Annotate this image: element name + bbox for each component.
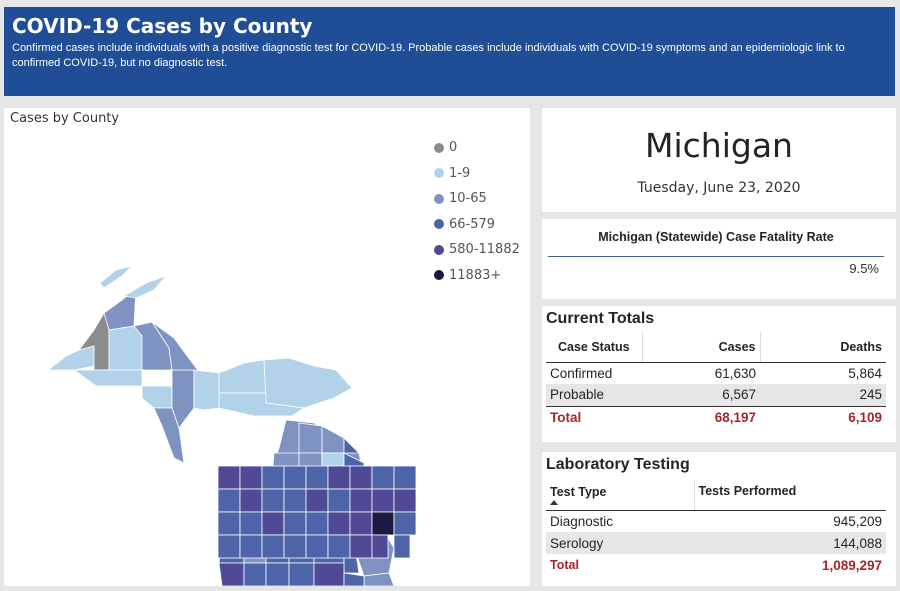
cell-deaths: 245 — [760, 384, 886, 406]
county-houghton — [103, 287, 137, 331]
legend-dot — [434, 168, 444, 179]
legend-dot — [434, 142, 444, 153]
cell-tests-performed: 144,088 — [694, 532, 886, 554]
page-title: COVID-19 Cases by County — [12, 14, 313, 38]
legend-item-2[interactable]: 10-65 — [434, 186, 520, 212]
legend-label: 0 — [449, 140, 458, 156]
table-row: Probable 6,567 245 — [546, 384, 886, 406]
column-header-cases[interactable]: Cases — [641, 332, 760, 363]
table-header-row: Case Status Cases Deaths — [546, 332, 886, 363]
state-name: Michigan — [645, 126, 793, 165]
legend-item-3[interactable]: 66-579 — [434, 212, 520, 238]
cell-test-type: Serology — [546, 532, 694, 554]
legend-item-5[interactable]: 11883+ — [434, 263, 520, 289]
county-presque-isle — [343, 437, 360, 454]
laboratory-testing-panel: Laboratory Testing Test Type Tests Perfo… — [542, 452, 896, 586]
map-panel: Cases by County — [4, 108, 530, 586]
cell-status: Probable — [546, 384, 642, 406]
legend-label: 66-579 — [449, 216, 496, 232]
current-totals-title: Current Totals — [546, 310, 655, 327]
fatality-rate-value: 9.5% — [849, 261, 879, 276]
fatality-rate-title: Michigan (Statewide) Case Fatality Rate — [598, 230, 834, 244]
table-total-row: Total 68,197 6,109 — [546, 405, 886, 428]
cell-cases: 61,630 — [714, 365, 756, 381]
legend-label: 10-65 — [449, 191, 487, 207]
column-header-case-status[interactable]: Case Status — [546, 332, 642, 363]
table-header-row: Test Type Tests Performed — [546, 480, 886, 511]
table-row: Serology 144,088 — [546, 532, 886, 554]
current-totals-panel: Current Totals Case Status Cases Deaths … — [542, 306, 896, 442]
cell-status: Total — [546, 405, 642, 428]
legend-label: 1-9 — [449, 165, 471, 181]
fatality-rate-card: Michigan (Statewide) Case Fatality Rate … — [542, 219, 896, 299]
county-montcalm — [243, 562, 267, 586]
cell-deaths: 5,864 — [848, 365, 882, 381]
sort-ascending-icon[interactable] — [550, 499, 558, 505]
column-header-deaths[interactable]: Deaths — [759, 332, 886, 363]
legend-label: 11883+ — [449, 267, 502, 283]
county-keweenaw-isle — [99, 265, 134, 289]
column-header-test-type[interactable]: Test Type — [546, 480, 694, 511]
totals-table: Case Status Cases Deaths Confirmed 61,63… — [546, 332, 886, 428]
cell-tests-performed: 945,209 — [833, 513, 882, 529]
divider — [548, 256, 884, 257]
legend-item-0[interactable]: 0 — [434, 135, 520, 161]
table-row: Diagnostic 945,209 — [546, 510, 886, 532]
lab-table: Test Type Tests Performed Diagnostic 945… — [546, 480, 886, 576]
cell-deaths: 6,109 — [760, 405, 886, 428]
laboratory-testing-title: Laboratory Testing — [546, 456, 690, 473]
legend-dot — [434, 193, 444, 204]
county-saginaw — [288, 562, 315, 586]
legend-label: 580-11882 — [449, 242, 520, 258]
legend-dot — [434, 244, 444, 255]
cell-test-type: Total — [550, 558, 579, 572]
map-title: Cases by County — [10, 111, 120, 126]
county-lapeer — [343, 572, 365, 586]
report-date: Tuesday, June 23, 2020 — [637, 180, 801, 196]
cell-test-type: Diagnostic — [550, 513, 614, 529]
table-row: Confirmed 61,630 5,864 — [546, 362, 886, 384]
table-total-row: Total 1,089,297 — [546, 554, 886, 576]
state-card: Michigan Tuesday, June 23, 2020 — [542, 108, 896, 212]
legend-dot — [434, 219, 444, 230]
page-subtitle: Confirmed cases include individuals with… — [12, 42, 845, 69]
legend-dot — [434, 270, 444, 281]
cell-cases: 68,197 — [642, 405, 760, 428]
cell-cases: 6,567 — [642, 384, 760, 406]
column-header-label: Test Type — [550, 484, 607, 499]
map-legend: 0 1-9 10-65 66-579 580-11882 11883+ — [434, 135, 520, 288]
cell-tests-performed: 1,089,297 — [821, 557, 882, 573]
county-gratiot — [265, 562, 290, 586]
county-oceana — [218, 562, 245, 586]
legend-item-4[interactable]: 580-11882 — [434, 237, 520, 263]
legend-item-1[interactable]: 1-9 — [434, 161, 520, 187]
dashboard-header: COVID-19 Cases by County Confirmed cases… — [4, 7, 895, 96]
column-header-tests-performed[interactable]: Tests Performed — [693, 480, 886, 511]
county-schoolcraft — [193, 369, 220, 411]
county-tuscola — [313, 562, 345, 586]
county-mackinac — [218, 392, 306, 417]
cell-status: Confirmed — [550, 365, 613, 381]
county-keweenaw — [122, 275, 168, 299]
